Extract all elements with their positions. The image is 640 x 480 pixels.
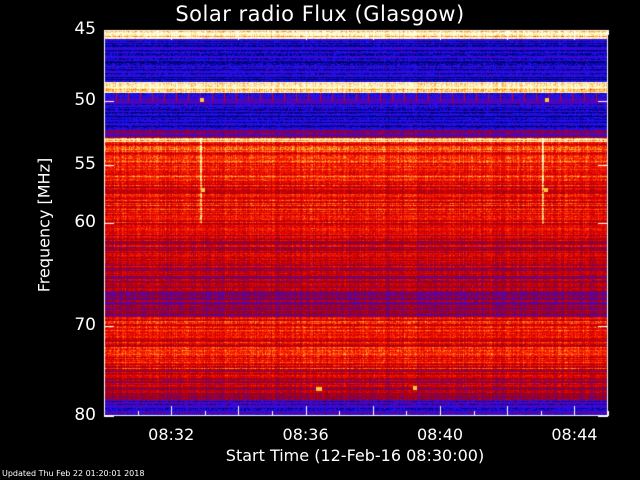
y-tick-50: 50 (74, 89, 96, 110)
x-tick-0840: 08:40 (416, 425, 464, 444)
updated-timestamp: Updated Thu Feb 22 01:20:01 2018 (2, 469, 145, 478)
y-tick-60: 60 (74, 212, 96, 232)
y-tick-80: 80 (74, 405, 96, 425)
x-tick-0832: 08:32 (148, 425, 195, 444)
x-tick-0844: 08:44 (551, 425, 598, 444)
y-tick-45: 45 (74, 19, 96, 39)
y-tick-70: 70 (74, 315, 96, 336)
x-tick-0836: 08:36 (282, 425, 329, 444)
chart-title: Solar radio Flux (Glasgow) (175, 2, 465, 26)
x-axis-label: Start Time (12-Feb-16 08:30:00) (225, 446, 485, 465)
y-tick-55: 55 (74, 153, 96, 174)
